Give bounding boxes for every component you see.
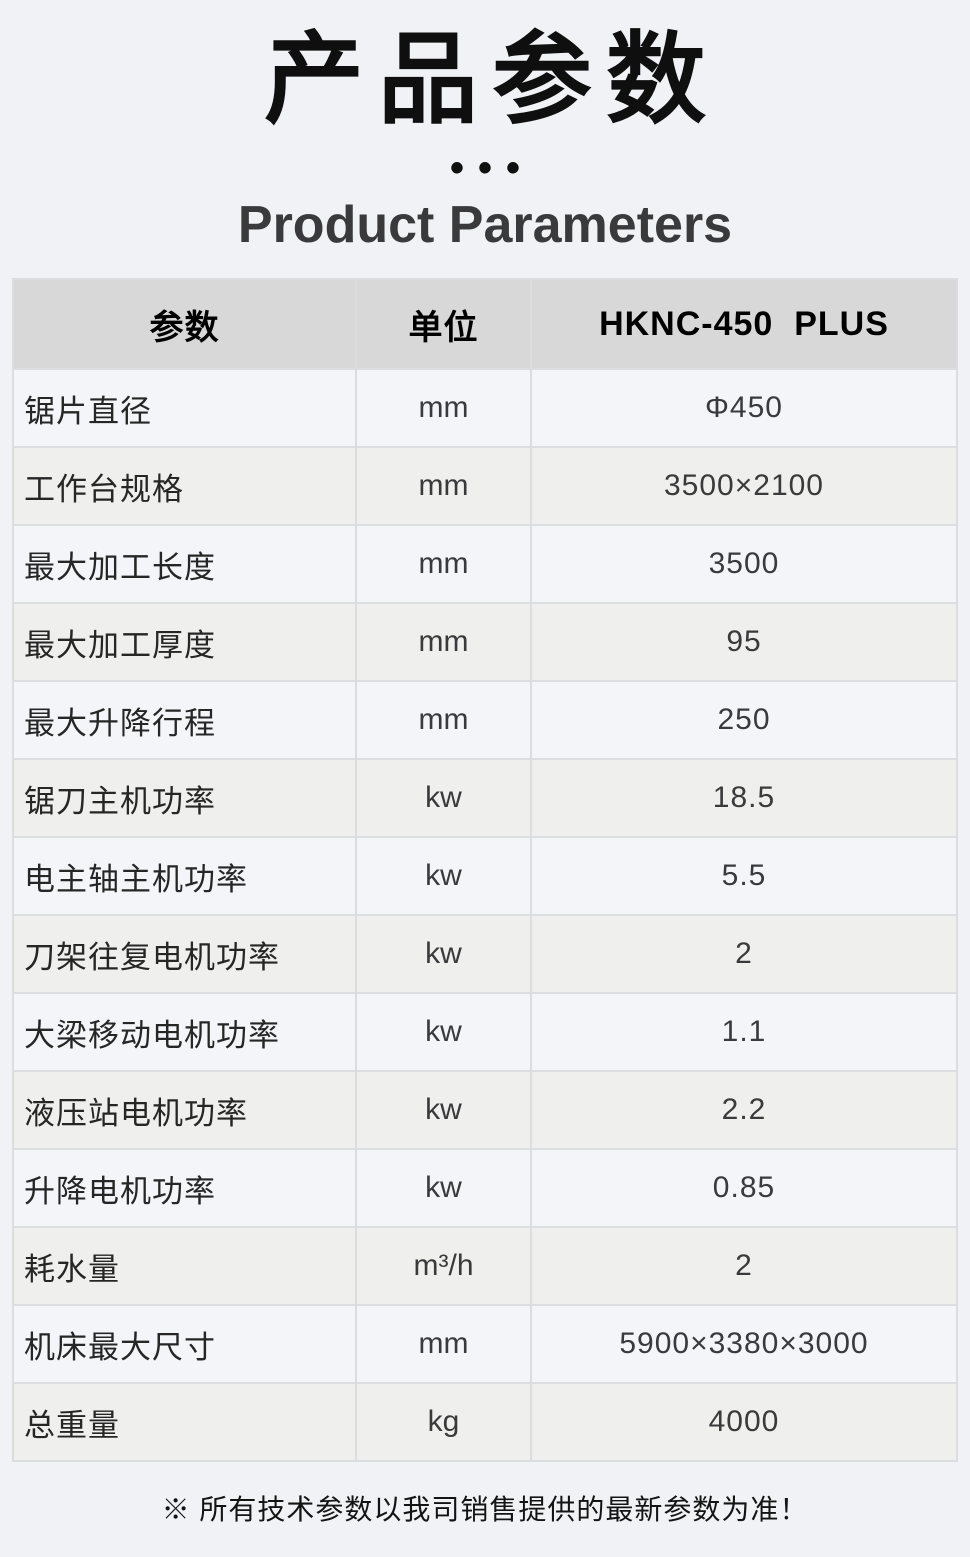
param-cell: 锯片直径 xyxy=(14,370,355,446)
table-row: 电主轴主机功率 kw 5.5 xyxy=(14,838,956,914)
table-row: 刀架往复电机功率 kw 2 xyxy=(14,916,956,992)
page-title: 产品参数 xyxy=(264,24,720,136)
param-cell: 刀架往复电机功率 xyxy=(14,916,355,992)
table-row: 锯片直径 mm Φ450 xyxy=(14,370,956,446)
spec-table: 参数 单位 HKNC-450 PLUS 锯片直径 mm Φ450 工作台规格 m… xyxy=(12,278,958,1462)
table-row: 工作台规格 mm 3500×2100 xyxy=(14,448,956,524)
spec-table-container: 参数 单位 HKNC-450 PLUS 锯片直径 mm Φ450 工作台规格 m… xyxy=(12,278,958,1462)
page-subtitle: Product Parameters xyxy=(237,196,733,254)
value-cell: 4000 xyxy=(532,1384,956,1460)
param-cell: 液压站电机功率 xyxy=(14,1072,355,1148)
param-cell: 耗水量 xyxy=(14,1228,355,1304)
table-row: 最大加工厚度 mm 95 xyxy=(14,604,956,680)
table-header-row: 参数 单位 HKNC-450 PLUS xyxy=(14,280,956,368)
value-cell: 5900×3380×3000 xyxy=(532,1306,956,1382)
header-parameter: 参数 xyxy=(14,280,355,368)
unit-cell: kw xyxy=(357,838,530,914)
unit-cell: mm xyxy=(357,682,530,758)
table-row: 最大升降行程 mm 250 xyxy=(14,682,956,758)
param-cell: 升降电机功率 xyxy=(14,1150,355,1226)
footnote: ※ 所有技术参数以我司销售提供的最新参数为准！ xyxy=(161,1494,809,1525)
unit-cell: kw xyxy=(357,994,530,1070)
value-cell: 250 xyxy=(532,682,956,758)
value-cell: 5.5 xyxy=(532,838,956,914)
param-cell: 最大加工长度 xyxy=(14,526,355,602)
unit-cell: mm xyxy=(357,1306,530,1382)
table-row: 机床最大尺寸 mm 5900×3380×3000 xyxy=(14,1306,956,1382)
table-body: 锯片直径 mm Φ450 工作台规格 mm 3500×2100 最大加工长度 m… xyxy=(14,370,956,1460)
unit-cell: mm xyxy=(357,604,530,680)
table-header: 参数 单位 HKNC-450 PLUS xyxy=(14,280,956,368)
header-model: HKNC-450 PLUS xyxy=(532,280,956,368)
unit-cell: mm xyxy=(357,448,530,524)
unit-cell: kw xyxy=(357,1072,530,1148)
header-unit: 单位 xyxy=(357,280,530,368)
value-cell: 3500 xyxy=(532,526,956,602)
value-cell: 2 xyxy=(532,916,956,992)
value-cell: 95 xyxy=(532,604,956,680)
table-row: 升降电机功率 kw 0.85 xyxy=(14,1150,956,1226)
param-cell: 电主轴主机功率 xyxy=(14,838,355,914)
value-cell: 18.5 xyxy=(532,760,956,836)
unit-cell: kw xyxy=(357,916,530,992)
unit-cell: m³/h xyxy=(357,1228,530,1304)
value-cell: 1.1 xyxy=(532,994,956,1070)
unit-cell: kg xyxy=(357,1384,530,1460)
table-row: 耗水量 m³/h 2 xyxy=(14,1228,956,1304)
param-cell: 工作台规格 xyxy=(14,448,355,524)
unit-cell: mm xyxy=(357,526,530,602)
unit-cell: kw xyxy=(357,1150,530,1226)
param-cell: 大梁移动电机功率 xyxy=(14,994,355,1070)
value-cell: 2 xyxy=(532,1228,956,1304)
value-cell: 3500×2100 xyxy=(532,448,956,524)
value-cell: 2.2 xyxy=(532,1072,956,1148)
param-cell: 最大加工厚度 xyxy=(14,604,355,680)
param-cell: 锯刀主机功率 xyxy=(14,760,355,836)
value-cell: Φ450 xyxy=(532,370,956,446)
table-row: 大梁移动电机功率 kw 1.1 xyxy=(14,994,956,1070)
table-row: 总重量 kg 4000 xyxy=(14,1384,956,1460)
table-row: 液压站电机功率 kw 2.2 xyxy=(14,1072,956,1148)
param-cell: 最大升降行程 xyxy=(14,682,355,758)
table-row: 最大加工长度 mm 3500 xyxy=(14,526,956,602)
param-cell: 机床最大尺寸 xyxy=(14,1306,355,1382)
dots-separator-icon: ••• xyxy=(449,146,534,190)
param-cell: 总重量 xyxy=(14,1384,355,1460)
value-cell: 0.85 xyxy=(532,1150,956,1226)
page-header: 产品参数 ••• Product Parameters xyxy=(0,26,970,254)
table-row: 锯刀主机功率 kw 18.5 xyxy=(14,760,956,836)
unit-cell: mm xyxy=(357,370,530,446)
unit-cell: kw xyxy=(357,760,530,836)
